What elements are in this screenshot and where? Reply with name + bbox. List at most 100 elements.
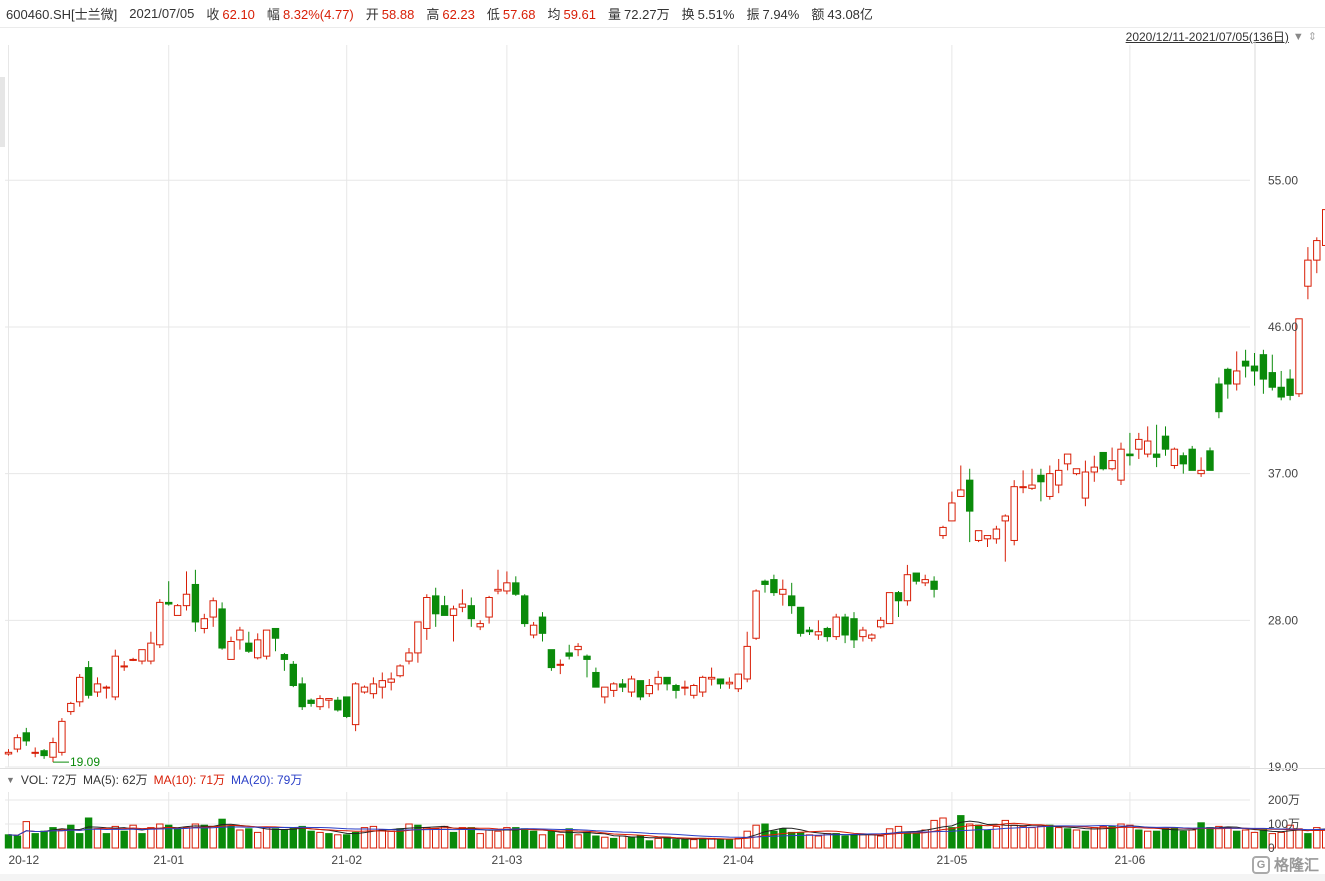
volume-bar <box>610 837 618 849</box>
volume-bar <box>262 827 271 849</box>
volume-bar <box>1135 829 1143 849</box>
candle-body <box>1268 372 1276 388</box>
volume-bar <box>547 830 556 849</box>
volume-bar <box>725 839 734 849</box>
volume-bar <box>1188 829 1196 849</box>
time-tick-label: 21-01 <box>153 853 184 867</box>
candle-body <box>414 621 422 654</box>
left-scroll-handle[interactable] <box>0 77 5 147</box>
candle-body <box>565 652 573 657</box>
volume-bar <box>182 827 191 849</box>
candle-body <box>102 686 111 689</box>
time-tick-label: 20-12 <box>9 853 40 867</box>
candle-body <box>592 671 600 688</box>
price-tick-label: 55.00 <box>1268 173 1298 187</box>
volume-bar <box>681 839 689 849</box>
volume-bar <box>209 825 217 849</box>
high-value: 62.23 <box>442 7 475 22</box>
volume-bar <box>84 817 93 849</box>
volume-bar <box>636 835 645 849</box>
volume-bar <box>414 824 422 849</box>
volume-bar <box>1081 830 1090 849</box>
candle-body <box>369 683 378 695</box>
candle-body <box>1019 486 1027 489</box>
time-tick-label: 21-02 <box>331 853 362 867</box>
dropdown-triangle-icon[interactable]: ▼ <box>1292 30 1304 43</box>
candle-body <box>645 685 653 695</box>
candle-body <box>1304 259 1312 287</box>
candle-body <box>360 686 369 693</box>
volume-bar <box>1313 827 1321 849</box>
volume-bar <box>957 815 965 849</box>
volume-bar <box>529 830 538 849</box>
date-range-label[interactable]: 2020/12/11-2021/07/05(136日) <box>1125 30 1289 44</box>
candle-body <box>1277 386 1285 398</box>
candle-body <box>1161 435 1170 450</box>
candle-body <box>1250 365 1259 372</box>
ma10-line <box>8 822 1325 840</box>
volume-bar <box>939 817 947 849</box>
bottom-scrollbar[interactable] <box>0 874 1325 881</box>
volume-bar <box>903 831 912 849</box>
candle-body <box>120 665 128 668</box>
volume-bar <box>1241 829 1250 849</box>
date-range-selector[interactable]: 2020/12/11-2021/07/05(136日) ▼ ⇕ <box>1126 28 1317 45</box>
volume-bar <box>583 831 591 849</box>
volume-bar <box>672 839 680 849</box>
volume-bar <box>716 839 725 849</box>
candle-body <box>1099 451 1107 470</box>
candle-body <box>4 751 13 755</box>
candle-body <box>209 600 217 618</box>
volume-bar <box>236 829 244 849</box>
volume-bar <box>449 831 458 849</box>
avg-label: 均 <box>547 7 561 22</box>
volume-bar <box>432 828 440 849</box>
volume-bar <box>111 825 119 849</box>
candle-body <box>1295 318 1303 395</box>
volume-bar <box>22 821 31 849</box>
turnover-label: 换 <box>681 7 695 22</box>
candle-body <box>58 720 66 753</box>
candle-body <box>236 629 244 641</box>
volume-bar <box>743 830 751 849</box>
quote-date: 2021/07/05 <box>129 6 195 21</box>
volume-bar <box>912 833 920 849</box>
volume-bar <box>360 827 369 849</box>
candle-body <box>610 683 618 691</box>
candle-body <box>912 572 920 582</box>
volume-bar <box>387 830 395 849</box>
volume-bar <box>974 824 983 849</box>
collapse-caret-icon[interactable]: ▼ <box>6 774 15 785</box>
candle-body <box>49 742 57 758</box>
candle-body <box>440 605 449 616</box>
candle-body <box>707 676 716 680</box>
min-price-label: 19.09 <box>70 755 100 769</box>
volume-bar <box>645 840 653 849</box>
volume-bar <box>93 828 102 849</box>
candle-body <box>841 616 849 636</box>
candle-body <box>1313 240 1321 261</box>
candle-body <box>1197 469 1205 475</box>
volume-bar <box>280 829 289 849</box>
volume-bar <box>138 833 146 849</box>
volume-bar <box>734 837 742 849</box>
candle-body <box>814 631 823 636</box>
volume-bar <box>289 827 298 849</box>
candle-body <box>725 681 734 685</box>
scroll-arrows-icon[interactable]: ⇕ <box>1307 31 1317 43</box>
candle-body <box>654 676 662 685</box>
candle-body <box>1055 469 1063 486</box>
candle-body <box>129 658 137 661</box>
volume-bar <box>485 829 493 849</box>
volume-bar <box>1090 827 1098 849</box>
candle-body <box>289 663 298 687</box>
open-value: 58.88 <box>381 7 415 22</box>
volume-bar <box>592 835 600 849</box>
candle-body <box>334 699 342 711</box>
volume-tick-label: 0 <box>1268 841 1275 855</box>
volume-bar <box>316 831 324 849</box>
candle-body <box>1010 486 1018 541</box>
candle-body <box>307 699 315 704</box>
low-label: 低 <box>486 7 500 22</box>
